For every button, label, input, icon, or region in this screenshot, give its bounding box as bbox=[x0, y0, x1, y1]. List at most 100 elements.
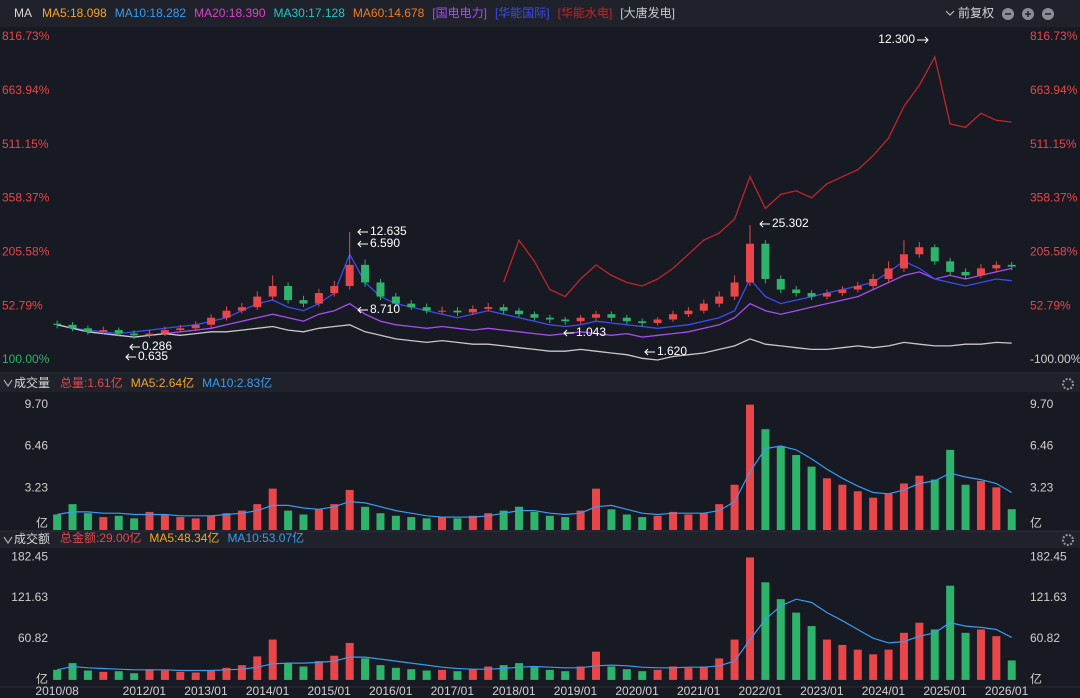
candle-body bbox=[776, 278, 785, 290]
candle-body bbox=[684, 310, 693, 315]
y-tick-label: 52.79% bbox=[2, 298, 43, 312]
x-tick-label: 2020/01 bbox=[615, 684, 659, 698]
bar bbox=[284, 510, 293, 530]
bar bbox=[253, 504, 262, 530]
bar bbox=[761, 429, 770, 530]
bar bbox=[638, 517, 647, 530]
bar bbox=[930, 479, 939, 530]
candle-body bbox=[976, 268, 985, 276]
y-tick-label: 亿 bbox=[36, 671, 48, 686]
legend-item: MA5:18.098 bbox=[42, 6, 107, 20]
bar bbox=[176, 517, 185, 530]
candle-body bbox=[761, 243, 770, 279]
bar bbox=[884, 649, 893, 680]
y-tick-label: 9.70 bbox=[25, 397, 49, 411]
bar bbox=[407, 517, 416, 530]
bar bbox=[869, 497, 878, 530]
y2-tick-label: 511.15% bbox=[1030, 137, 1077, 151]
candle-body bbox=[869, 278, 878, 286]
legend-item: 总金额:29.00亿 bbox=[60, 530, 141, 545]
bar bbox=[745, 557, 754, 680]
candle-body bbox=[853, 286, 862, 290]
bar bbox=[915, 475, 924, 530]
y2-tick-label: 60.82 bbox=[1030, 631, 1060, 645]
bar bbox=[622, 669, 631, 680]
bar bbox=[160, 670, 169, 680]
collapse-icon[interactable] bbox=[3, 379, 13, 388]
candle-body bbox=[807, 293, 816, 297]
candle-body bbox=[130, 333, 139, 336]
dropdown-icon[interactable] bbox=[945, 10, 955, 16]
bar bbox=[253, 656, 262, 680]
candle-body bbox=[899, 254, 908, 269]
legend-item: MA10:53.07亿 bbox=[227, 530, 304, 545]
bar bbox=[992, 487, 1001, 530]
bar bbox=[299, 666, 308, 680]
candle-body bbox=[361, 264, 370, 283]
candle-body bbox=[314, 293, 323, 304]
bar bbox=[83, 670, 92, 680]
bar bbox=[314, 509, 323, 530]
bar bbox=[653, 515, 662, 530]
bar bbox=[130, 673, 139, 680]
candle-body bbox=[83, 328, 92, 332]
candle-body bbox=[884, 268, 893, 279]
settings-icon[interactable] bbox=[1062, 378, 1074, 390]
bar bbox=[730, 484, 739, 530]
candle-body bbox=[468, 308, 477, 313]
candle-body bbox=[715, 296, 724, 304]
candle-body bbox=[653, 319, 662, 324]
annotation: 0.635 bbox=[138, 349, 168, 363]
bar bbox=[792, 455, 801, 530]
candle-body bbox=[992, 264, 1001, 269]
annotation-arrowhead bbox=[129, 343, 134, 351]
candle-body bbox=[745, 243, 754, 283]
candle-body bbox=[253, 296, 262, 308]
bar bbox=[499, 510, 508, 530]
panel-title: 成交量 bbox=[14, 375, 50, 390]
bar bbox=[530, 511, 539, 530]
bar bbox=[222, 513, 231, 530]
collapse-icon[interactable] bbox=[3, 536, 13, 545]
x-tick-label: 2025/01 bbox=[923, 684, 967, 698]
bar bbox=[961, 632, 970, 680]
bar bbox=[99, 517, 108, 530]
y2-tick-label: 亿 bbox=[1030, 515, 1042, 530]
y-tick-label: 511.15% bbox=[2, 137, 49, 151]
x-tick-label: 2024/01 bbox=[862, 684, 906, 698]
bar bbox=[776, 445, 785, 530]
legend-item: MA5:48.34亿 bbox=[149, 530, 219, 545]
bar bbox=[638, 671, 647, 680]
bar bbox=[792, 612, 801, 680]
ma-line bbox=[56, 598, 1012, 672]
candle-body bbox=[453, 310, 462, 313]
indicator-name: MA bbox=[14, 6, 32, 20]
bar bbox=[176, 671, 185, 680]
annotation-arrowhead bbox=[924, 36, 929, 44]
compare-line bbox=[502, 55, 1012, 298]
candle-body bbox=[607, 314, 616, 318]
candle-body bbox=[1007, 264, 1016, 267]
y-tick-label: 205.58% bbox=[2, 244, 50, 258]
candle-body bbox=[284, 286, 293, 301]
x-tick-label: 2014/01 bbox=[246, 684, 290, 698]
candle-body bbox=[68, 324, 77, 329]
bar bbox=[268, 639, 277, 680]
candle-body bbox=[376, 282, 385, 297]
x-tick-label: 2015/01 bbox=[307, 684, 351, 698]
zoom-buttons bbox=[1002, 8, 1054, 20]
x-tick-label: 2012/01 bbox=[123, 684, 167, 698]
adjust-mode[interactable]: 前复权 bbox=[958, 5, 994, 20]
y-tick-label: 3.23 bbox=[25, 480, 49, 494]
y2-tick-label: 358.37% bbox=[1030, 191, 1078, 205]
bar bbox=[592, 488, 601, 530]
bar bbox=[807, 466, 816, 530]
bar bbox=[576, 666, 585, 680]
bar bbox=[515, 663, 524, 680]
x-tick-label: 2021/01 bbox=[677, 684, 721, 698]
bar bbox=[114, 671, 123, 680]
y2-tick-label: 121.63 bbox=[1030, 590, 1067, 604]
bar bbox=[268, 488, 277, 530]
settings-icon[interactable] bbox=[1062, 534, 1074, 546]
